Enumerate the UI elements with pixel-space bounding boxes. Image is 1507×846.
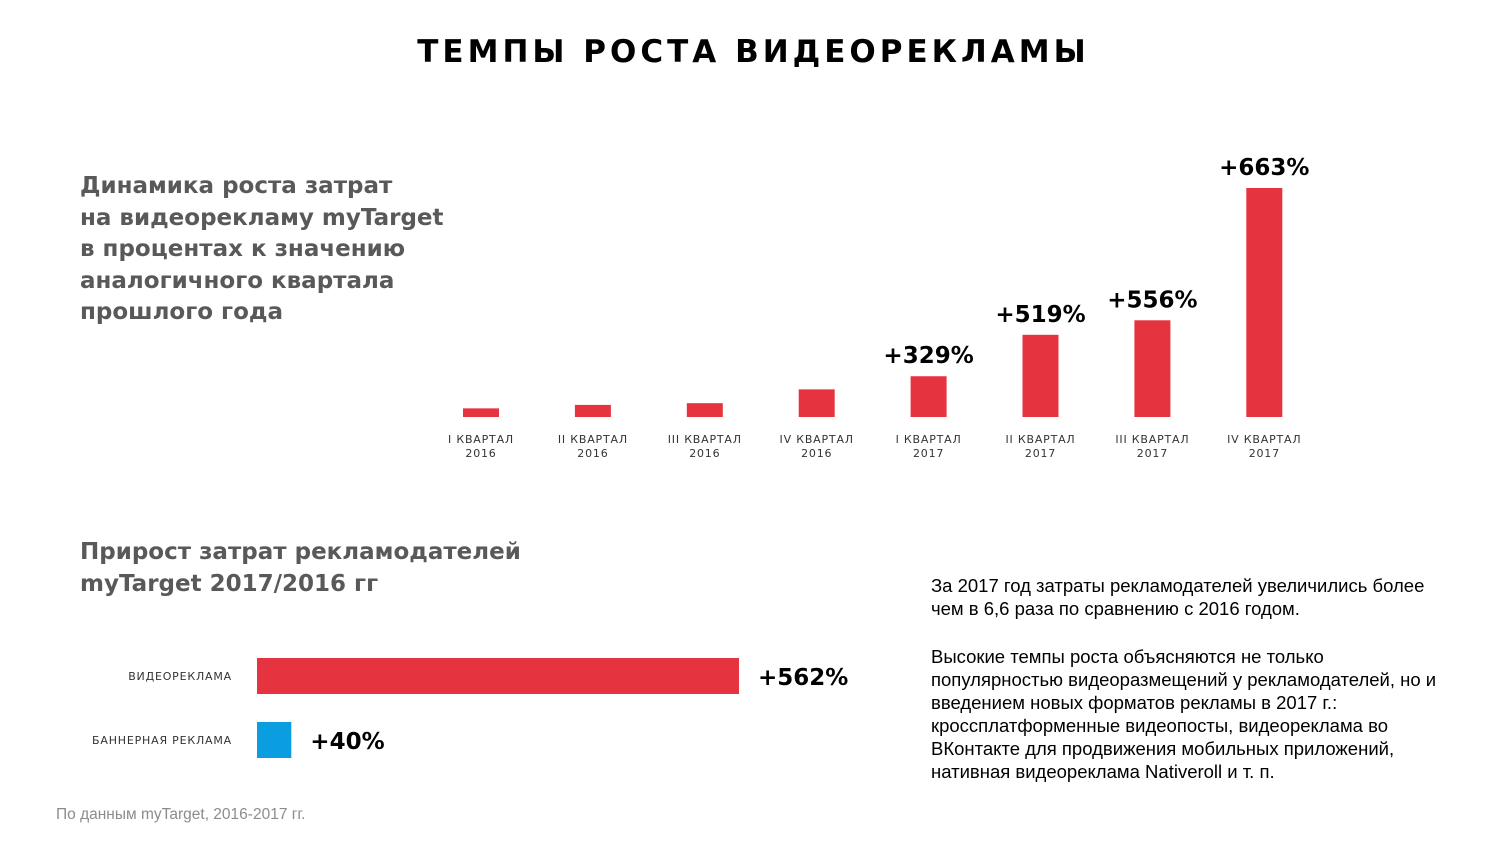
quarterly-chart-title-line: аналогичного квартала (80, 267, 395, 294)
quarter-bar (910, 376, 947, 417)
quarter-bar (798, 389, 835, 417)
source-footnote: По данным myTarget, 2016-2017 гг. (56, 806, 306, 823)
quarter-bar (1246, 188, 1283, 417)
summary-line: За 2017 год затраты рекламодателей увели… (931, 575, 1425, 596)
explanation-line: популярностью видеоразмещений у рекламод… (931, 669, 1437, 690)
growth-value-label: +562% (758, 665, 848, 691)
growth-category-label: БАННЕРНАЯ РЕКЛАМА (92, 734, 232, 747)
quarter-bar (574, 404, 611, 417)
page-title: ТЕМПЫ РОСТА ВИДЕОРЕКЛАМЫ (417, 34, 1090, 70)
quarter-tick-year: 2016 (801, 447, 832, 460)
growth-bar (257, 658, 739, 694)
growth-bar (257, 722, 292, 758)
explanation-line: кроссплатформенные видеопосты, видеорекл… (931, 715, 1388, 736)
quarterly-chart-title: Динамика роста затрат на видеорекламу my… (80, 171, 444, 329)
quarter-tick-label: III КВАРТАЛ (1115, 433, 1189, 446)
summary-paragraph: За 2017 год затраты рекламодателей увели… (931, 574, 1491, 620)
growth-category-label: ВИДЕОРЕКЛАМА (128, 670, 232, 683)
quarter-tick-year: 2017 (913, 447, 944, 460)
quarter-value-label: +329% (883, 343, 973, 369)
explanation-paragraph: Высокие темпы роста объясняются не тольк… (931, 645, 1491, 783)
quarterly-chart-title-line: в процентах к значению (80, 236, 406, 262)
quarterly-chart-title-line: прошлого года (80, 299, 283, 325)
growth-bar-chart: ВИДЕОРЕКЛАМА +562% БАННЕРНАЯ РЕКЛАМА +40% (92, 658, 848, 758)
quarter-tick-year: 2017 (1137, 447, 1168, 460)
explanation-line: ВКонтакте для продвижения мобильных прил… (931, 738, 1395, 759)
summary-line: чем в 6,6 раза по сравнению с 2016 годом… (931, 598, 1300, 619)
growth-chart-title: Прирост затрат рекламодателей myTarget 2… (80, 537, 521, 600)
quarter-tick-label: IV КВАРТАЛ (1227, 433, 1301, 446)
quarter-tick-label: IV КВАРТАЛ (780, 433, 854, 446)
quarter-value-label: +663% (1219, 155, 1309, 181)
explanation-line: нативная видеореклама Nativeroll и т. п. (931, 761, 1275, 782)
quarter-tick-label: III КВАРТАЛ (668, 433, 742, 446)
growth-chart-title-line: Прирост затрат рекламодателей (80, 539, 521, 565)
explanation-line: введением новых форматов рекламы в 2017 … (931, 692, 1338, 713)
quarter-value-label: +556% (1107, 287, 1197, 313)
growth-value-label: +40% (310, 729, 384, 755)
quarter-tick-year: 2016 (577, 447, 608, 460)
quarter-tick-label: I КВАРТАЛ (896, 433, 962, 446)
quarter-tick-year: 2016 (465, 447, 496, 460)
quarter-bar (1022, 334, 1059, 417)
quarterly-chart-title-line: на видеорекламу myTarget (80, 204, 444, 231)
quarter-tick-year: 2017 (1249, 447, 1280, 460)
quarter-tick-year: 2016 (689, 447, 720, 460)
quarter-tick-label: II КВАРТАЛ (1005, 433, 1075, 446)
quarter-bar (463, 408, 499, 417)
explanation-line: Высокие темпы роста объясняются не тольк… (931, 646, 1324, 667)
quarter-tick-label: II КВАРТАЛ (558, 433, 628, 446)
quarterly-chart-title-line: Динамика роста затрат (80, 173, 393, 199)
quarter-bar (1134, 320, 1171, 417)
quarter-tick-label: I КВАРТАЛ (448, 433, 514, 446)
quarter-bar (686, 403, 723, 417)
growth-chart-title-line: myTarget 2017/2016 гг (80, 570, 379, 597)
quarter-tick-year: 2017 (1025, 447, 1056, 460)
quarter-value-label: +519% (995, 302, 1085, 328)
